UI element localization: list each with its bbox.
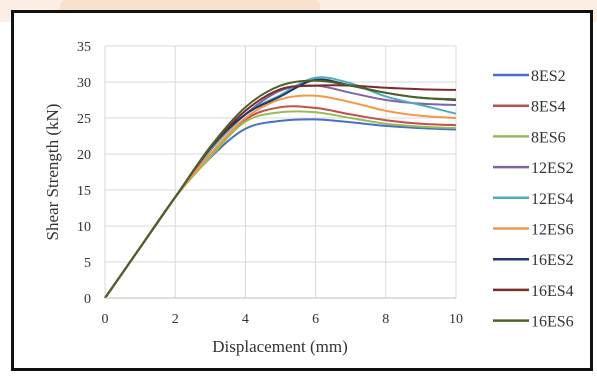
legend-label-12es6: 12ES6 xyxy=(531,222,574,239)
series-line-16es6 xyxy=(104,79,457,299)
legend: 8ES2 8ES4 8ES6 12ES2 12ES4 12ES6 16ES2 16ES4 16E… xyxy=(493,68,574,331)
x-tick-label: 0 xyxy=(102,312,109,327)
y-tick-label: 35 xyxy=(77,40,91,55)
x-tick-label: 4 xyxy=(242,312,249,327)
legend-label-16es2: 16ES2 xyxy=(531,252,574,269)
y-tick-label: 15 xyxy=(77,184,91,199)
y-tick-label: 0 xyxy=(84,292,91,307)
series-line-8es4 xyxy=(104,105,457,299)
series-line-8es6 xyxy=(104,110,457,299)
y-axis-title: Shear Strength (kN) xyxy=(43,104,62,241)
gridlines xyxy=(104,45,457,299)
x-tick-label: 6 xyxy=(312,312,319,327)
y-tick-label: 25 xyxy=(77,112,91,127)
x-tick-label: 10 xyxy=(449,312,463,327)
series-lines xyxy=(104,76,457,299)
series-line-8es2 xyxy=(104,118,457,299)
x-tick-label: 2 xyxy=(172,312,179,327)
series-line-16es4 xyxy=(104,84,457,299)
legend-label-12es4: 12ES4 xyxy=(531,191,574,208)
y-tick-label: 10 xyxy=(77,220,91,235)
tick-labels: 0 5 10 15 20 25 30 35 0 2 4 6 8 10 xyxy=(77,40,463,327)
legend-label-16es6: 16ES6 xyxy=(531,314,574,331)
x-tick-label: 8 xyxy=(382,312,389,327)
y-tick-label: 5 xyxy=(84,256,91,271)
series-line-12es2 xyxy=(104,84,457,299)
y-tick-label: 20 xyxy=(77,148,91,163)
legend-label-12es2: 12ES2 xyxy=(531,160,574,177)
legend-label-8es6: 8ES6 xyxy=(531,129,566,146)
legend-label-8es2: 8ES2 xyxy=(531,68,566,85)
legend-label-16es4: 16ES4 xyxy=(531,283,574,300)
x-axis-title: Displacement (mm) xyxy=(212,337,348,356)
legend-label-8es4: 8ES4 xyxy=(531,99,566,116)
series-line-12es4 xyxy=(104,76,457,299)
y-tick-label: 30 xyxy=(77,76,91,91)
